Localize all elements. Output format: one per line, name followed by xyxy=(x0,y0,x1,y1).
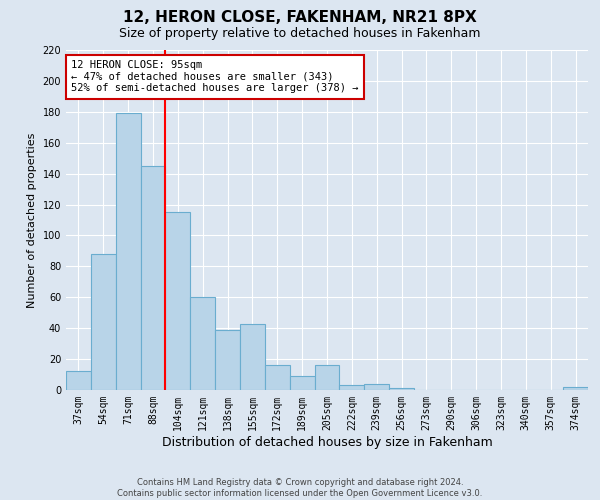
Bar xyxy=(166,212,190,390)
Bar xyxy=(66,372,91,390)
Bar xyxy=(190,298,215,390)
Y-axis label: Number of detached properties: Number of detached properties xyxy=(27,132,37,308)
Bar xyxy=(314,366,340,390)
Bar xyxy=(340,386,364,390)
Bar xyxy=(116,114,140,390)
Bar xyxy=(364,384,389,390)
Text: 12, HERON CLOSE, FAKENHAM, NR21 8PX: 12, HERON CLOSE, FAKENHAM, NR21 8PX xyxy=(123,10,477,25)
Bar xyxy=(389,388,414,390)
X-axis label: Distribution of detached houses by size in Fakenham: Distribution of detached houses by size … xyxy=(161,436,493,448)
Bar xyxy=(140,166,166,390)
Bar xyxy=(265,366,290,390)
Bar xyxy=(240,324,265,390)
Text: Size of property relative to detached houses in Fakenham: Size of property relative to detached ho… xyxy=(119,28,481,40)
Text: 12 HERON CLOSE: 95sqm
← 47% of detached houses are smaller (343)
52% of semi-det: 12 HERON CLOSE: 95sqm ← 47% of detached … xyxy=(71,60,359,94)
Bar xyxy=(563,387,588,390)
Bar xyxy=(290,376,314,390)
Bar xyxy=(215,330,240,390)
Bar xyxy=(91,254,116,390)
Text: Contains HM Land Registry data © Crown copyright and database right 2024.
Contai: Contains HM Land Registry data © Crown c… xyxy=(118,478,482,498)
